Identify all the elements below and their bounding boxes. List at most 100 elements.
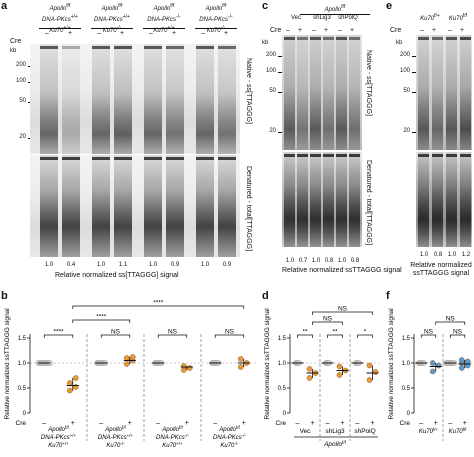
- blot-lane-denatured: [92, 155, 110, 257]
- cre-plus: +: [434, 420, 438, 427]
- cre-minus: –: [156, 420, 160, 427]
- cre-plus: +: [310, 420, 314, 427]
- genotype-label: Ku70-/-: [106, 441, 125, 449]
- panel-c-group-label: Vec: [290, 15, 301, 21]
- significance-bracket: [297, 334, 313, 338]
- gene-allele: -/-: [234, 441, 239, 446]
- genotype-line: DNA-PKcs+/+: [35, 13, 85, 24]
- blot-lane-native: [446, 35, 457, 150]
- normalized-value: 1.0: [148, 262, 158, 268]
- blot-lane-band: [446, 37, 457, 40]
- gene-allele: -/-: [185, 433, 190, 438]
- blot-lane-band: [144, 46, 162, 49]
- blot-lane-native: [297, 35, 308, 150]
- panel-c-header-sup: f/f: [341, 4, 346, 10]
- panel-a-cre-minus: –: [201, 30, 205, 37]
- normalized-value: 1.0: [96, 262, 106, 268]
- significance-label: NS: [424, 329, 434, 336]
- normalized-value: 1.2: [461, 252, 471, 258]
- gene-allele: f/f: [118, 3, 123, 9]
- panel-c-group-label: shLig3: [313, 15, 331, 21]
- y-tick-label: 1.0: [402, 361, 411, 367]
- genotype-line: Apollof/f: [35, 2, 85, 13]
- panel-a-cre-label: Cre: [10, 38, 22, 45]
- blot-lane-band: [218, 157, 236, 160]
- panel-a-caption: Relative normalized ss[TTAGGG] signal: [55, 272, 179, 279]
- blot-lane-band: [166, 46, 184, 49]
- significance-bracket: [72, 305, 245, 309]
- panel-e-letter: e: [386, 0, 393, 12]
- y-tick-label: 1.0: [18, 361, 27, 367]
- cre-label: Cre: [276, 420, 287, 427]
- normalized-value: 1.0: [447, 252, 457, 258]
- genotype-line: DNA-PKcs-/-: [139, 13, 189, 24]
- blot-lane-band: [310, 37, 321, 40]
- gene-allele: -/-: [242, 433, 247, 438]
- blot-lane-denatured: [323, 152, 334, 247]
- significance-label: **: [332, 329, 338, 336]
- genotype-line: Ku70-/-: [191, 24, 241, 35]
- genotype-label: Apollof/f: [47, 425, 69, 433]
- y-tick-label: 0: [283, 411, 287, 417]
- gene-name: DNA-PKcs: [156, 435, 185, 441]
- blot-lane-band: [297, 37, 308, 40]
- data-point: [180, 363, 187, 369]
- y-tick-label: 1.5: [402, 336, 411, 342]
- y-axis-label: Relative normalized ssTTAGGG signal: [4, 308, 11, 420]
- significance-bracket: [157, 334, 188, 338]
- cre-plus: +: [340, 420, 344, 427]
- data-point: [458, 365, 465, 371]
- blot-lane-band: [297, 154, 308, 157]
- panel-e-cre-label: Cre: [390, 27, 402, 34]
- blot-lane-band: [460, 37, 471, 40]
- normalized-value: 1.0: [200, 262, 210, 268]
- size-tick-mark: [412, 72, 416, 73]
- cre-minus: –: [326, 420, 330, 427]
- gene-allele: +/+: [122, 14, 130, 20]
- blot-lane-native: [218, 44, 236, 154]
- y-tick-label: 0.5: [402, 386, 411, 392]
- cre-minus: –: [99, 420, 103, 427]
- blot-lane-band: [284, 37, 295, 40]
- blot-lane-band: [336, 154, 347, 157]
- panel-a-header-rule: [143, 28, 185, 29]
- normalized-value: 0.4: [66, 262, 76, 268]
- size-tick-label: 200: [399, 52, 410, 58]
- panel-a-cre-plus: +: [172, 30, 177, 37]
- blot-lane-denatured: [40, 155, 58, 257]
- panel-a-cre-plus: +: [120, 30, 125, 37]
- blot-lane-native: [323, 35, 334, 150]
- group-label: Ku70f/+: [419, 427, 439, 435]
- panel-c-caption: Relative normalized ssTTAGGG signal: [282, 267, 402, 274]
- cre-label: Cre: [16, 420, 27, 427]
- blot-lane-band: [432, 154, 443, 157]
- y-tick-label: 0: [407, 411, 411, 417]
- significance-bracket: [43, 334, 74, 338]
- footer-label: Apollof/f: [323, 440, 347, 448]
- genotype-line: Ku70-/-: [87, 24, 137, 35]
- gene-allele: -/-: [227, 14, 233, 20]
- data-point: [429, 368, 436, 375]
- gene-name: Ku70: [48, 443, 63, 449]
- panel-a-header-rule: [39, 28, 81, 29]
- group-label: shPolQ: [354, 428, 375, 435]
- gene-name: DNA-PKcs: [41, 435, 70, 441]
- significance-bracket: [100, 334, 131, 338]
- blot-lane-denatured: [166, 155, 184, 257]
- gene-name: Apollo: [49, 6, 67, 12]
- significance-label: **: [302, 329, 308, 336]
- blot-lane-native: [166, 44, 184, 154]
- gene-name: Apollo: [47, 427, 65, 433]
- normalized-value: 1.0: [311, 258, 321, 264]
- blot-lane-band: [114, 157, 132, 160]
- gene-name: Apollo: [153, 6, 171, 12]
- gene-name: Apollo: [323, 441, 342, 448]
- data-point: [336, 363, 343, 370]
- panel-c-group-label: shPolQ: [338, 15, 358, 21]
- gene-name: Ku70: [162, 443, 177, 449]
- data-point: [366, 377, 373, 383]
- blot-lane-denatured: [62, 155, 80, 257]
- cre-plus: +: [463, 420, 467, 427]
- size-tick-label: 20: [19, 134, 26, 140]
